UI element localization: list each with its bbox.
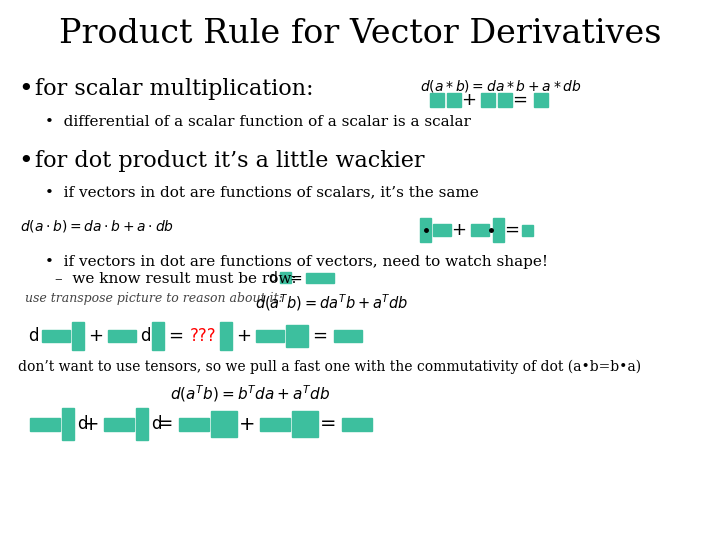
Bar	[286, 325, 308, 347]
Text: $d(a*b) = da*b + a*db$: $d(a*b) = da*b + a*db$	[420, 78, 582, 94]
Text: •: •	[18, 150, 32, 173]
Bar	[498, 93, 512, 107]
Text: •: •	[18, 78, 32, 101]
Text: +: +	[451, 221, 467, 239]
Text: =: =	[513, 91, 528, 109]
Bar	[420, 218, 431, 242]
Text: •  differential of a scalar function of a scalar is a scalar: • differential of a scalar function of a…	[45, 115, 471, 129]
Bar	[62, 408, 74, 440]
Text: •  if vectors in dot are functions of vectors, need to watch shape!: • if vectors in dot are functions of vec…	[45, 255, 548, 269]
Text: don’t want to use tensors, so we pull a fast one with the commutativity of dot (: don’t want to use tensors, so we pull a …	[18, 360, 641, 374]
Text: d: d	[268, 271, 277, 285]
Text: $d(a \cdot b) = da \cdot b + a \cdot db$: $d(a \cdot b) = da \cdot b + a \cdot db$	[20, 218, 174, 234]
Bar	[136, 408, 148, 440]
Text: d: d	[151, 415, 161, 433]
Bar	[179, 418, 209, 431]
Bar	[260, 418, 290, 431]
Text: =: =	[505, 221, 520, 239]
Text: Product Rule for Vector Derivatives: Product Rule for Vector Derivatives	[59, 18, 661, 50]
Bar	[108, 330, 136, 342]
Text: ???: ???	[190, 327, 217, 345]
Bar	[493, 218, 504, 242]
Bar	[481, 93, 495, 107]
Text: –  we know result must be row:: – we know result must be row:	[55, 272, 297, 286]
Bar	[342, 418, 372, 431]
Bar	[433, 224, 451, 236]
Bar	[72, 322, 84, 350]
Bar	[220, 322, 232, 350]
Bar	[471, 224, 489, 236]
Text: d: d	[140, 327, 150, 345]
Bar	[306, 273, 334, 283]
Text: $d(a^T b) = b^T da + a^T db$: $d(a^T b) = b^T da + a^T db$	[170, 383, 330, 404]
Bar	[334, 330, 362, 342]
Text: =: =	[168, 327, 184, 345]
Text: •  if vectors in dot are functions of scalars, it’s the same: • if vectors in dot are functions of sca…	[45, 185, 479, 199]
Bar	[30, 418, 60, 431]
Bar	[292, 411, 318, 437]
Bar	[152, 322, 164, 350]
Text: =: =	[289, 271, 302, 286]
Text: d: d	[28, 327, 38, 345]
Text: +: +	[89, 327, 104, 345]
Bar	[534, 93, 548, 107]
Text: +: +	[236, 327, 251, 345]
Text: +: +	[239, 415, 256, 434]
Text: +: +	[462, 91, 477, 109]
Bar	[280, 272, 291, 283]
Bar	[447, 93, 461, 107]
Text: $d(a^T b) = da^T b + a^T db$: $d(a^T b) = da^T b + a^T db$	[255, 292, 408, 313]
Bar	[42, 330, 70, 342]
Text: =: =	[320, 415, 336, 434]
Bar	[104, 418, 134, 431]
Bar	[430, 93, 444, 107]
Text: =: =	[157, 415, 174, 434]
Text: for dot product it’s a little wackier: for dot product it’s a little wackier	[35, 150, 425, 172]
Text: for scalar multiplication:: for scalar multiplication:	[35, 78, 313, 100]
Bar	[211, 411, 237, 437]
Text: use transpose picture to reason about it:: use transpose picture to reason about it…	[25, 292, 283, 305]
Bar	[256, 330, 284, 342]
Bar	[522, 225, 533, 236]
Text: d: d	[77, 415, 88, 433]
Text: +: +	[83, 415, 99, 434]
Text: =: =	[312, 327, 328, 345]
